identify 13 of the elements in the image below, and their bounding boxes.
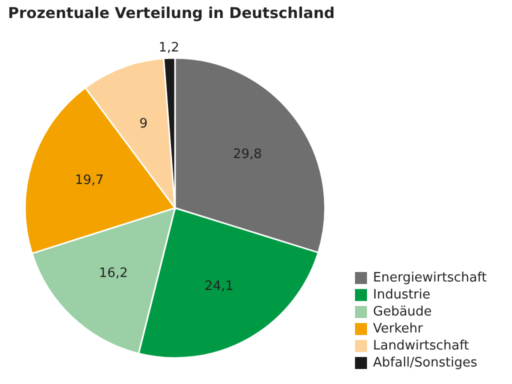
data-label: 1,2 [158, 40, 180, 56]
data-label: 16,2 [98, 266, 128, 282]
chart-title: Prozentuale Verteilung in Deutschland [8, 4, 335, 22]
legend-label: Abfall/Sonstiges [373, 356, 478, 371]
data-label: 29,8 [233, 147, 262, 162]
data-label: 9 [139, 116, 148, 132]
legend-label: Verkehr [373, 322, 424, 337]
data-label: 19,7 [74, 173, 104, 188]
data-label: 24,1 [204, 279, 234, 294]
legend-label: Gebäude [373, 304, 432, 320]
legend-label: Landwirtschaft [373, 338, 469, 354]
legend-label: Energiewirtschaft [373, 270, 487, 286]
legend-label: Industrie [373, 288, 430, 303]
